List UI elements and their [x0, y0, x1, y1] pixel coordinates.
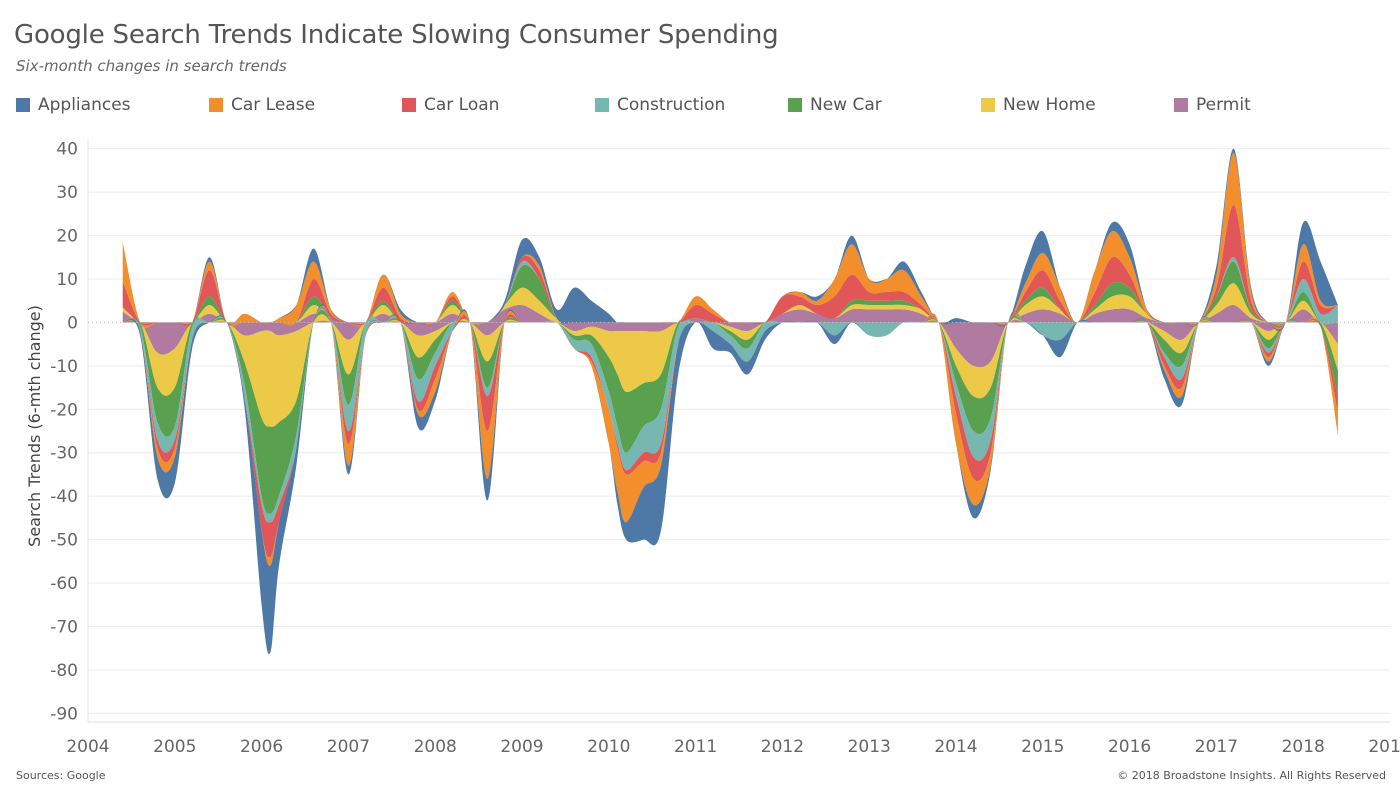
legend-swatch — [788, 98, 802, 112]
area-new-car-negative — [122, 310, 1338, 514]
area-permit-positive — [122, 304, 1338, 324]
x-tick-label: 2007 — [327, 737, 370, 757]
legend-label: Appliances — [38, 95, 131, 115]
y-tick-label: -70 — [50, 617, 78, 637]
y-tick-label: 10 — [56, 270, 78, 290]
y-tick-label: -40 — [50, 487, 78, 507]
legend-item[interactable]: Construction — [595, 94, 725, 116]
x-tick-label: 2014 — [934, 737, 977, 757]
x-tick-label: 2010 — [587, 737, 630, 757]
y-axis-title: Search Trends (6-mth change) — [25, 305, 44, 547]
legend-label: Car Loan — [424, 95, 500, 115]
legend: Appliances Car Lease Car Loan Construction N… — [16, 94, 1386, 116]
x-tick-label: 2011 — [674, 737, 717, 757]
y-tick-label: -90 — [50, 704, 78, 724]
x-tick-label: 2013 — [848, 737, 891, 757]
y-tick-label: -20 — [50, 400, 78, 420]
legend-label: Car Lease — [231, 95, 316, 115]
legend-item[interactable]: Car Loan — [402, 94, 499, 116]
copyright-note: © 2018 Broadstone Insights. All Rights R… — [1117, 769, 1386, 782]
x-tick-labels: 2004 2005 2006 2007 2008 2009 2010 2011 2012 2013… — [66, 737, 1400, 757]
x-tick-label: 2006 — [240, 737, 283, 757]
legend-item[interactable]: New Car — [788, 94, 882, 116]
legend-swatch — [402, 98, 416, 112]
legend-label: Construction — [617, 95, 726, 115]
legend-item[interactable]: Appliances — [16, 94, 131, 116]
y-tick-labels: 40 30 20 10 0 -10 -20 -30 -40 -50 -60 -70 -80 -90 — [50, 140, 78, 725]
y-tick-label: 30 — [56, 183, 78, 203]
gridlines — [88, 148, 1390, 714]
x-tick-label: 2004 — [66, 737, 109, 757]
legend-item[interactable]: Car Lease — [209, 94, 315, 116]
legend-swatch — [16, 98, 30, 112]
area-permit-negative — [122, 319, 1338, 368]
area-new-home-negative — [122, 314, 1338, 427]
y-tick-label: -50 — [50, 531, 78, 551]
x-tick-label: 2012 — [761, 737, 804, 757]
chart-subtitle: Six-month changes in search trends — [16, 57, 287, 75]
legend-swatch — [595, 98, 609, 112]
x-tick-label: 2008 — [414, 737, 457, 757]
y-tick-label: -60 — [50, 574, 78, 594]
x-tick-label: 2016 — [1108, 737, 1151, 757]
x-tick-label: 2018 — [1282, 737, 1325, 757]
stacked-areas — [122, 148, 1338, 655]
y-tick-label: -80 — [50, 661, 78, 681]
legend-label: Permit — [1196, 95, 1251, 115]
legend-swatch — [209, 98, 223, 112]
y-tick-label: 20 — [56, 227, 78, 247]
x-tick-label: 2017 — [1195, 737, 1238, 757]
chart-title: Google Search Trends Indicate Slowing Co… — [14, 20, 779, 50]
source-note: Sources: Google — [16, 769, 106, 782]
y-tick-label: -30 — [50, 444, 78, 464]
y-tick-label: -10 — [50, 357, 78, 377]
x-tick-label: 2019 — [1368, 737, 1400, 757]
y-tick-label: 0 — [67, 313, 78, 333]
legend-label: New Home — [1003, 95, 1096, 115]
legend-swatch — [981, 98, 995, 112]
x-tick-label: 2005 — [153, 737, 196, 757]
legend-label: New Car — [810, 95, 882, 115]
legend-swatch — [1174, 98, 1188, 112]
y-tick-label: 40 — [56, 140, 78, 160]
x-tick-label: 2009 — [500, 737, 543, 757]
x-tick-label: 2015 — [1021, 737, 1064, 757]
legend-item[interactable]: Permit — [1174, 94, 1251, 116]
legend-item[interactable]: New Home — [981, 94, 1096, 116]
